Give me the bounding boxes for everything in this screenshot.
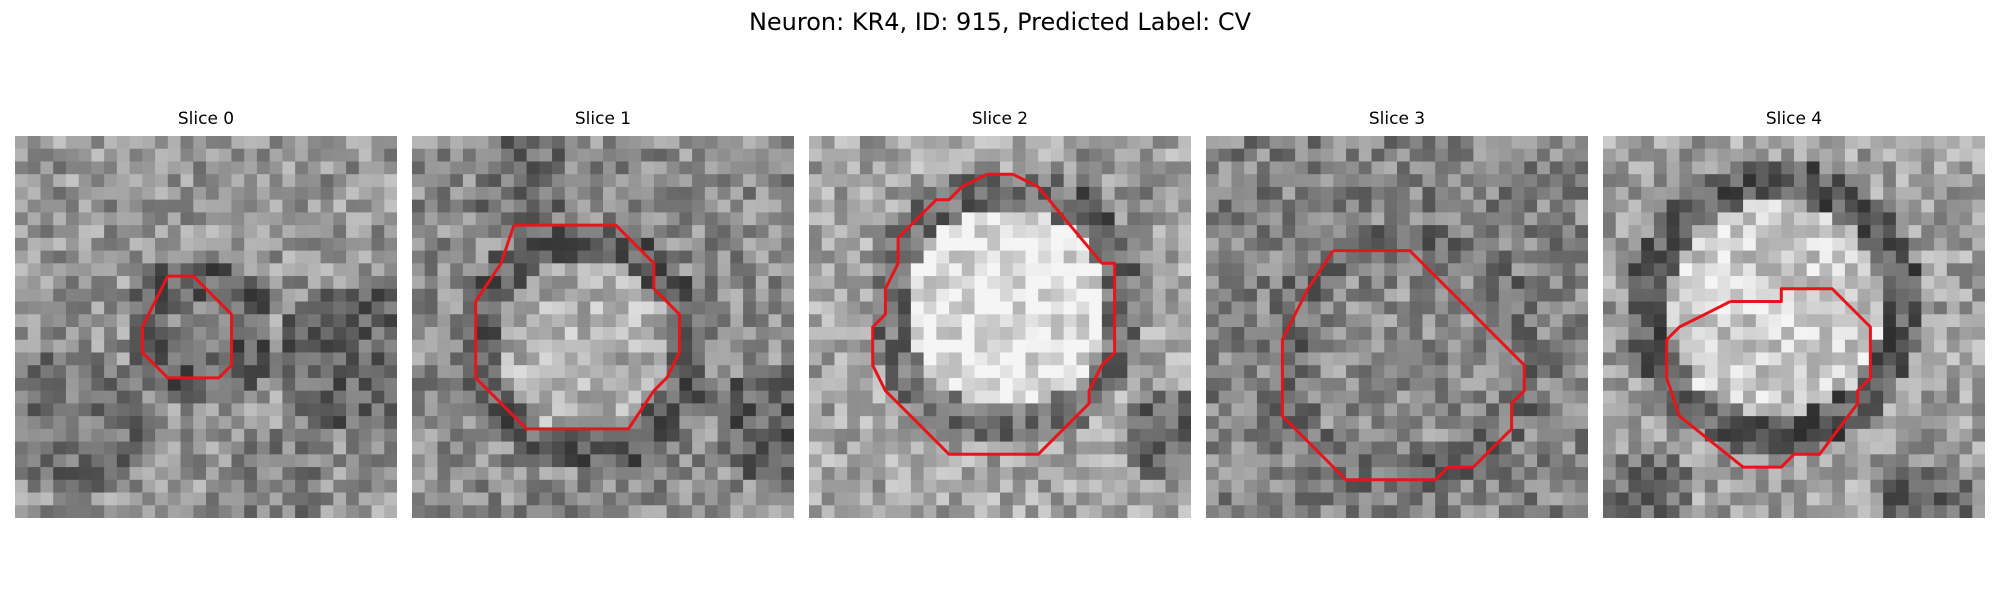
- slice-panel-1: Slice 1: [412, 108, 794, 518]
- grayscale-pixel-grid: [1206, 136, 1588, 518]
- roi-contour: [1665, 287, 1872, 469]
- roi-contour: [474, 223, 681, 431]
- grayscale-pixel-grid: [809, 136, 1191, 518]
- slice-panel-2: Slice 2: [809, 108, 1191, 518]
- slice-panel-0: Slice 0: [15, 108, 397, 518]
- grayscale-pixel-grid: [1603, 136, 1985, 518]
- roi-contour: [871, 172, 1117, 456]
- figure-title: Neuron: KR4, ID: 915, Predicted Label: C…: [748, 8, 1252, 36]
- slice-title: Slice 4: [1765, 109, 1823, 129]
- roi-contour: [140, 274, 233, 380]
- slice-image: [1206, 136, 1588, 518]
- slice-title: Slice 2: [971, 109, 1029, 129]
- roi-contour: [1280, 249, 1526, 482]
- slice-image: [412, 136, 794, 518]
- slice-image: [809, 136, 1191, 518]
- grayscale-pixel-grid: [412, 136, 794, 518]
- slice-panel-3: Slice 3: [1206, 108, 1588, 518]
- grayscale-pixel-grid: [15, 136, 397, 518]
- slice-title: Slice 1: [574, 109, 632, 129]
- slice-image: [1603, 136, 1985, 518]
- slice-panel-4: Slice 4: [1603, 108, 1985, 518]
- slice-image: [15, 136, 397, 518]
- slice-title: Slice 3: [1368, 109, 1426, 129]
- slice-title: Slice 0: [177, 109, 235, 129]
